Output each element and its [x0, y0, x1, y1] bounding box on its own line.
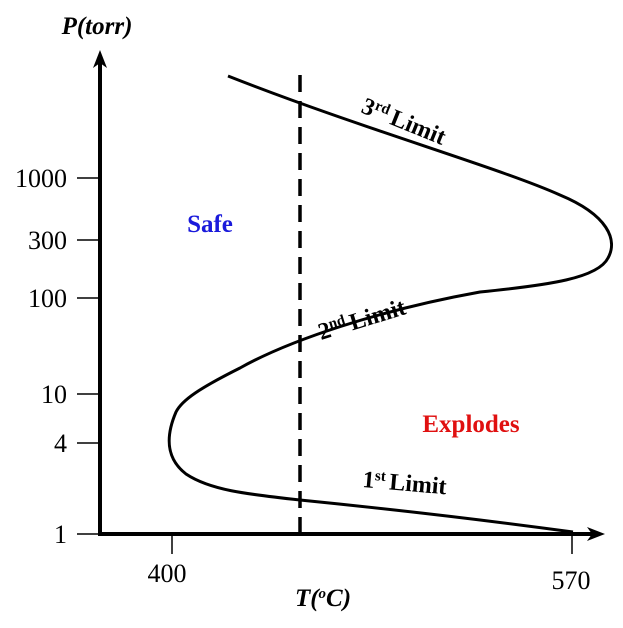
explodes-region-label: Explodes: [422, 411, 520, 438]
x-axis-title-suffix: C): [326, 585, 351, 612]
y-tick-label-300: 300: [28, 226, 67, 255]
y-tick-label-100: 100: [28, 284, 67, 313]
first-limit-sup: st: [374, 468, 386, 485]
y-tick-label-1: 1: [54, 520, 67, 549]
third-limit-sup: rd: [373, 98, 394, 119]
x-axis-title-sup: o: [319, 586, 327, 602]
third-limit-label: 3rdLimit: [358, 93, 450, 150]
x-axis-title-prefix: T(: [295, 585, 320, 612]
y-tick-label-4: 4: [54, 429, 67, 458]
x-ticks: [171, 534, 573, 554]
first-limit-label: 1stLimit: [361, 467, 447, 500]
x-tick-label-570: 570: [552, 566, 591, 595]
second-limit-word: Limit: [346, 295, 408, 337]
safe-region-label: Safe: [187, 211, 233, 238]
y-axis-arrowhead: [93, 50, 107, 68]
second-limit-sup: nd: [327, 312, 348, 332]
first-limit-word: Limit: [388, 469, 447, 500]
explosion-limit-curve: [167, 74, 613, 534]
y-ticks: [77, 177, 100, 535]
x-axis-arrowhead: [587, 527, 605, 541]
second-limit-label: 2ndLimit: [315, 295, 409, 346]
x-axis-title: T(oC): [295, 585, 351, 612]
svg-text:3rdLimit: 3rdLimit: [358, 93, 450, 150]
y-axis-title: P(torr): [61, 13, 133, 40]
x-tick-label-400: 400: [148, 559, 187, 588]
y-tick-label-10: 10: [41, 380, 67, 409]
y-tick-label-1000: 1000: [15, 164, 67, 193]
svg-text:2ndLimit: 2ndLimit: [315, 295, 409, 346]
first-limit-ordinal: 1: [361, 467, 375, 494]
svg-text:1stLimit: 1stLimit: [361, 467, 447, 500]
